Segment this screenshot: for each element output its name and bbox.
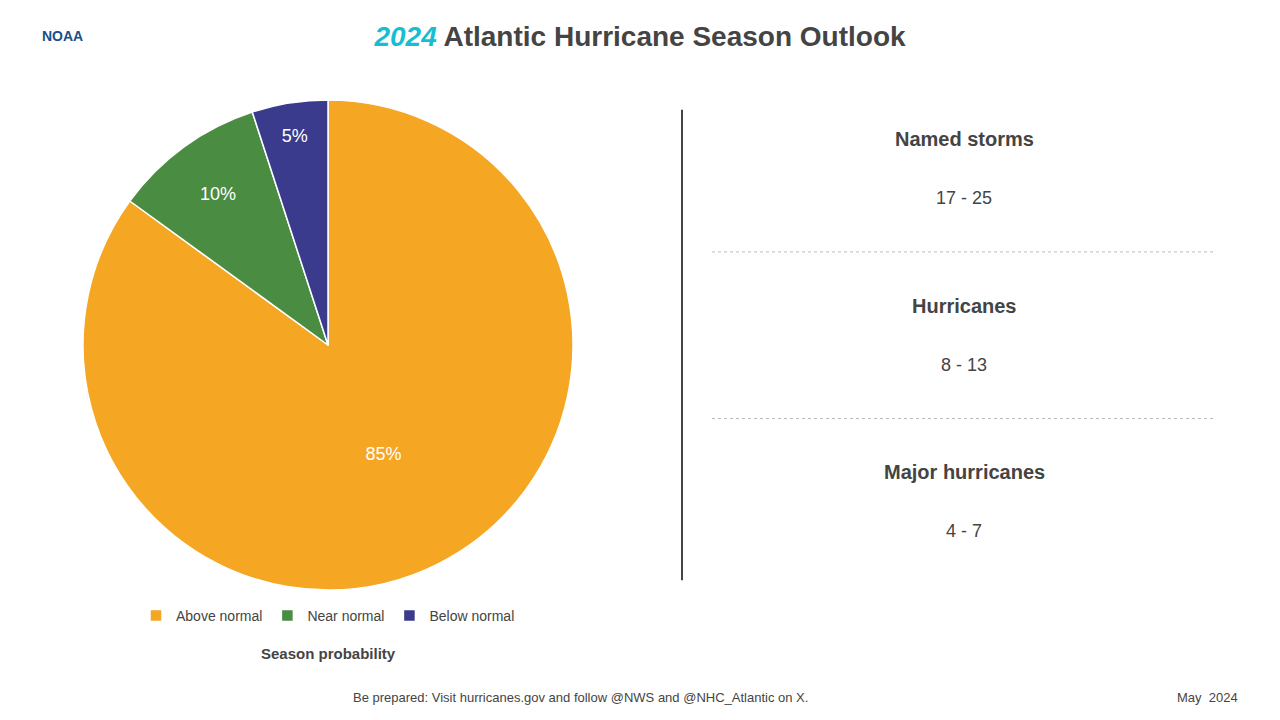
svg-text:85%: 85% — [366, 444, 402, 464]
svg-text:Major hurricanes: Major hurricanes — [884, 461, 1045, 483]
svg-text:NOAA: NOAA — [42, 28, 83, 44]
svg-text:10%: 10% — [200, 184, 236, 204]
svg-text:8 - 13: 8 - 13 — [941, 355, 987, 375]
svg-text:Near normal: Near normal — [307, 608, 384, 624]
svg-text:May 2024: May 2024 — [1177, 690, 1238, 705]
svg-text:Season probability: Season probability — [261, 645, 396, 662]
svg-text:5%: 5% — [282, 126, 308, 146]
svg-text:Named storms: Named storms — [895, 128, 1034, 150]
svg-text:2024 Atlantic Hurricane Season: 2024 Atlantic Hurricane Season Outlook — [373, 21, 906, 52]
svg-text:17 - 25: 17 - 25 — [936, 188, 992, 208]
svg-text:Be prepared: Visit hurricanes.: Be prepared: Visit hurricanes.gov and fo… — [353, 690, 808, 705]
svg-text:Hurricanes: Hurricanes — [912, 295, 1017, 317]
svg-text:4 - 7: 4 - 7 — [946, 521, 982, 541]
svg-text:Below normal: Below normal — [429, 608, 514, 624]
svg-text:Above normal: Above normal — [176, 608, 262, 624]
